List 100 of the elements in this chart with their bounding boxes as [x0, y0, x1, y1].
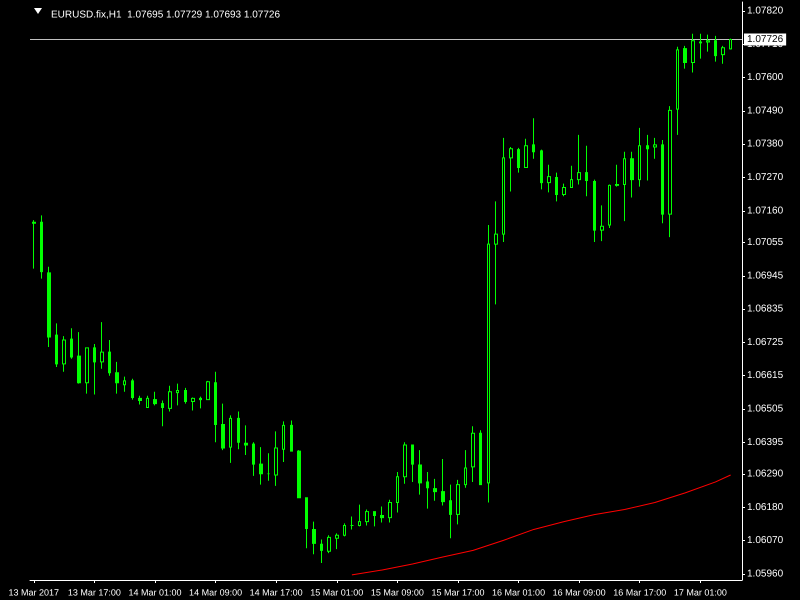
candlestick — [358, 504, 361, 527]
y-tick-label: 1.07600 — [747, 72, 784, 84]
candlestick — [40, 214, 43, 280]
candlestick — [585, 145, 588, 197]
candlestick — [562, 183, 566, 197]
candlestick — [540, 149, 543, 190]
candlestick — [380, 506, 384, 524]
x-tick-label: 14 Mar 09:00 — [189, 588, 242, 598]
candlestick — [623, 151, 626, 222]
line-series — [351, 474, 732, 576]
candlestick — [267, 452, 270, 482]
candlestick — [570, 165, 573, 188]
candlestick — [108, 340, 111, 376]
candlestick — [638, 127, 641, 188]
candlestick — [55, 322, 58, 368]
candlestick — [487, 224, 490, 504]
candlestick — [441, 458, 445, 506]
candlestick — [396, 471, 399, 514]
candlestick — [426, 471, 429, 510]
candlestick — [32, 220, 36, 270]
candlestick — [464, 450, 467, 488]
x-tick-label: 16 Mar 01:00 — [492, 588, 546, 598]
candlestick — [320, 538, 323, 564]
candlestick — [343, 522, 346, 537]
candlestick — [494, 200, 498, 305]
candlestick — [312, 521, 316, 555]
candlestick — [683, 45, 687, 70]
candlestick — [237, 410, 240, 450]
candlestick — [168, 385, 172, 412]
candlestick — [77, 332, 81, 384]
y-tick-label: 1.07055 — [747, 237, 784, 248]
y-tick-label: 1.05960 — [747, 568, 784, 580]
candlestick — [608, 184, 611, 229]
x-tick-label: 14 Mar 17:00 — [250, 588, 303, 598]
candlestick — [153, 391, 157, 406]
candlestick — [229, 414, 232, 464]
candlestick — [252, 442, 255, 476]
candlestick — [350, 516, 354, 530]
candlestick — [524, 138, 528, 168]
candlestick — [532, 118, 535, 160]
candlestick — [206, 380, 210, 400]
candlestick — [290, 420, 293, 452]
candlestick — [214, 371, 217, 443]
x-tick-label: 15 Mar 17:00 — [431, 588, 484, 598]
candlestick — [676, 46, 679, 136]
candlestick — [259, 446, 263, 486]
text: EURUSD.fix,H1 1.07695 1.07729 1.07693 1.07726 — [51, 10, 280, 20]
candlestick — [244, 424, 248, 456]
candlestick — [47, 266, 51, 348]
candlestick — [653, 137, 657, 160]
candlestick — [691, 33, 695, 74]
candlestick — [123, 376, 126, 392]
candlestick — [70, 328, 73, 360]
candlestick — [131, 378, 134, 400]
candlestick — [138, 395, 142, 405]
candlestick — [577, 134, 581, 185]
y-tick-label: 1.06395 — [747, 436, 784, 448]
candlestick — [176, 383, 179, 406]
x-tick-label: 13 Mar 17:00 — [68, 588, 121, 598]
candlestick — [418, 450, 422, 496]
candlestick — [555, 172, 558, 202]
candlestick — [184, 387, 187, 404]
candlestick — [305, 497, 308, 549]
y-tick-label: 1.06725 — [747, 336, 784, 348]
y-tick-label: 1.06615 — [747, 370, 784, 382]
y-tick-label: 1.06835 — [747, 304, 784, 315]
candlestick — [85, 347, 89, 394]
candlestick — [600, 204, 604, 242]
candlestick — [615, 164, 619, 188]
candlestick — [661, 139, 664, 224]
candlestick — [456, 479, 460, 525]
candlestick — [274, 430, 278, 486]
y-tick-label: 1.07160 — [747, 205, 784, 216]
y-tick-label: 1.06505 — [747, 404, 784, 415]
y-tick-label: 1.07270 — [747, 172, 784, 184]
x-tick-label: 16 Mar 09:00 — [552, 588, 606, 598]
candlestick — [517, 147, 520, 174]
candlestick — [403, 442, 407, 484]
candlestick — [93, 343, 96, 395]
candlestick — [706, 34, 710, 52]
candlestick — [699, 33, 702, 60]
candlestick — [115, 361, 119, 394]
candlestick — [479, 430, 482, 486]
x-tick-label: 14 Mar 01:00 — [128, 588, 182, 598]
candlestick — [388, 499, 392, 524]
x-tick-label: 13 Mar 2017 — [8, 588, 60, 598]
candlestick — [191, 397, 195, 412]
candlestick — [471, 426, 475, 482]
x-tick-label: 17 Mar 01:00 — [674, 588, 727, 598]
candlestick — [502, 137, 505, 242]
candlestick — [729, 38, 732, 50]
candlestick — [100, 322, 104, 370]
candlestick — [411, 444, 414, 482]
y-tick-label: 1.07820 — [747, 6, 784, 17]
candlestick — [449, 484, 452, 539]
ref-line-label: 1.07726 — [747, 34, 784, 46]
candlestick — [161, 400, 164, 427]
candlestick — [714, 35, 717, 62]
y-tick-label: 1.07380 — [747, 138, 784, 150]
candlestick — [335, 532, 339, 550]
